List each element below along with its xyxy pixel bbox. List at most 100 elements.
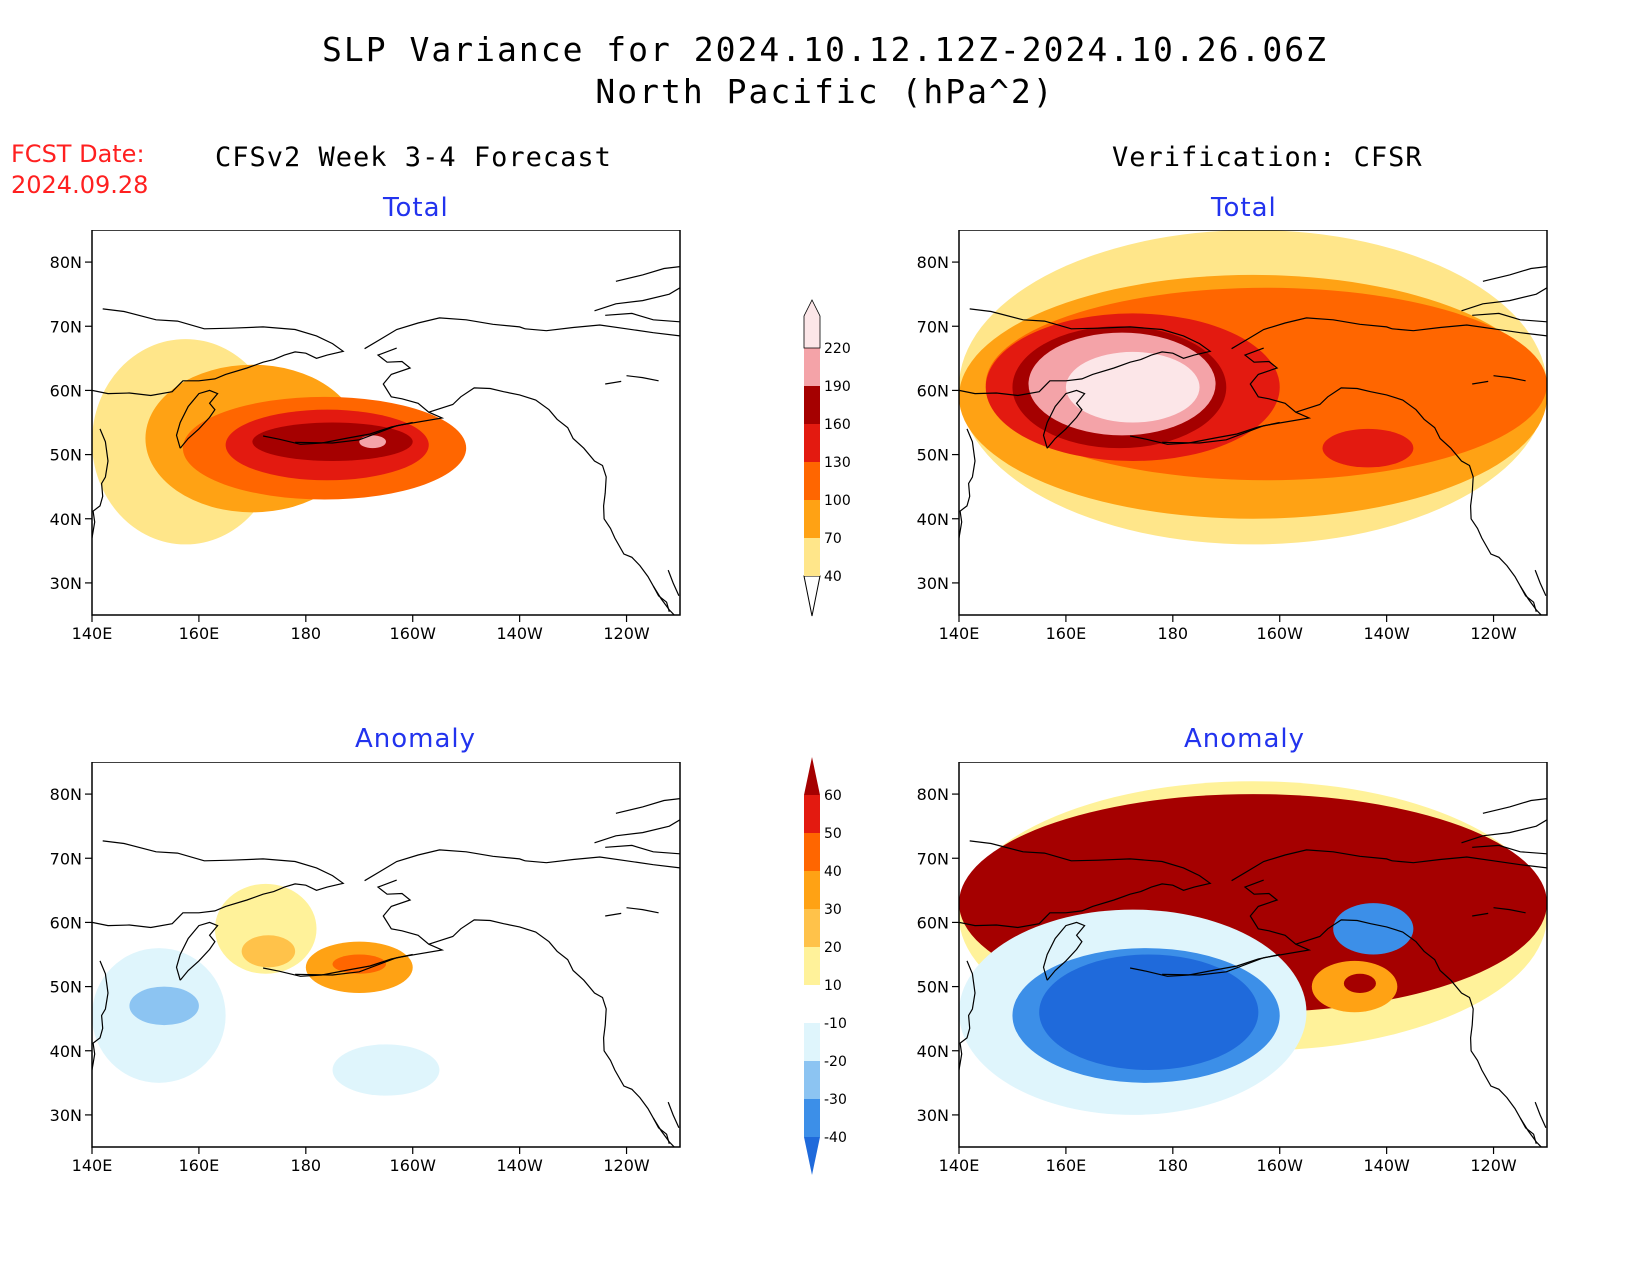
lat-label: 40N xyxy=(917,1042,949,1061)
coastline-8 xyxy=(605,844,680,855)
coastline-12 xyxy=(1472,912,1489,917)
colorbar-total-label: 70 xyxy=(824,531,842,547)
left-column-title: CFSv2 Week 3-4 Forecast xyxy=(215,142,612,173)
coastline-0 xyxy=(92,308,345,397)
colorbar-total-segment xyxy=(804,538,820,576)
map-panel-forecast-total: 80N 70N 60N 50N 40N 30N 140E 160E 180 160W 140W 120… xyxy=(50,230,681,643)
coastline-4 xyxy=(1162,347,1312,444)
lon-label: 140W xyxy=(1363,624,1410,643)
lon-label: 120W xyxy=(1470,624,1517,643)
lon-label: 160E xyxy=(179,1156,220,1175)
fcst-date-value: 2024.09.28 xyxy=(11,171,149,199)
lon-label: 140W xyxy=(1363,1156,1410,1175)
lat-label: 70N xyxy=(50,317,82,336)
lon-label: 140E xyxy=(72,1156,113,1175)
lat-label: 40N xyxy=(50,1042,82,1061)
colorbar-total-segment xyxy=(804,424,820,462)
coastline-13 xyxy=(1519,1117,1543,1147)
coastline-3 xyxy=(1231,317,1393,350)
lat-label: 60N xyxy=(917,913,949,932)
lat-label: 40N xyxy=(50,510,82,529)
coastline-5 xyxy=(1295,387,1537,612)
coastline-1 xyxy=(1042,389,1086,449)
colorbar-total-segment xyxy=(803,299,821,349)
colorbar-anomaly-label: 50 xyxy=(824,826,842,842)
colorbar-anomaly-segment xyxy=(804,871,820,909)
colorbar-total-label: 100 xyxy=(824,493,851,509)
colorbar-total-segment xyxy=(804,500,820,538)
contour-region-1 xyxy=(241,935,296,968)
colorbar-anomaly-label: -10 xyxy=(824,1016,847,1032)
colorbar-total-segment xyxy=(804,462,820,500)
lat-label: 60N xyxy=(917,381,949,400)
coastline-9 xyxy=(1482,266,1547,282)
coastline-8 xyxy=(1472,844,1547,855)
coastline-3 xyxy=(364,849,526,882)
colorbar-anomaly-segment xyxy=(804,1061,820,1099)
coastline-7 xyxy=(594,287,680,312)
coastline-12 xyxy=(1472,380,1489,385)
lat-label: 80N xyxy=(50,253,82,272)
contour-region-7 xyxy=(1343,973,1376,993)
map-frame xyxy=(91,762,681,1148)
lon-label: 140E xyxy=(939,1156,980,1175)
coastline-10 xyxy=(1129,953,1280,977)
panel-title-bottom-left: Anomaly xyxy=(355,724,477,754)
contour-region-3 xyxy=(332,954,386,974)
colorbar-anomaly-label: -40 xyxy=(824,1130,847,1146)
coastline-9 xyxy=(615,266,680,282)
coastline-4 xyxy=(1162,879,1312,976)
coastline-6 xyxy=(524,856,680,869)
colorbar-anomaly-segment xyxy=(804,757,820,795)
colorbar-anomaly-label: 30 xyxy=(824,902,842,918)
map-panel-verification-anomaly: 80N 70N 60N 50N 40N 30N 140E 160E 180 160W 140W 120… xyxy=(917,762,1548,1175)
colorbar-anomaly-segment xyxy=(804,1137,820,1175)
lat-label: 70N xyxy=(50,849,82,868)
colorbar-anomaly-label: 40 xyxy=(824,864,842,880)
coastline-7 xyxy=(1461,287,1547,312)
coastline-3 xyxy=(364,317,526,350)
coastline-8 xyxy=(1472,312,1547,323)
coastline-12 xyxy=(605,380,622,385)
coastline-5 xyxy=(428,919,670,1144)
map-panel-forecast-anomaly: 80N 70N 60N 50N 40N 30N 140E 160E 180 160W 140W 120… xyxy=(50,762,681,1175)
coastline-6 xyxy=(1391,324,1547,337)
panel-title-top-right: Total xyxy=(1211,193,1277,223)
colorbar-total-label: 190 xyxy=(824,379,851,395)
lon-label: 140E xyxy=(72,624,113,643)
lat-label: 50N xyxy=(50,978,82,997)
lat-label: 50N xyxy=(917,446,949,465)
lat-label: 40N xyxy=(917,510,949,529)
colorbar-total-label: 40 xyxy=(824,569,842,585)
coastline-3 xyxy=(1231,849,1393,882)
lat-label: 80N xyxy=(917,253,949,272)
lon-label: 160W xyxy=(1257,624,1304,643)
lon-label: 160W xyxy=(390,1156,437,1175)
map-frame xyxy=(91,230,681,616)
lon-label: 160W xyxy=(390,624,437,643)
lat-label: 80N xyxy=(50,785,82,804)
coastline-2 xyxy=(959,428,976,539)
coastline-1 xyxy=(175,389,219,449)
lat-label: 50N xyxy=(917,978,949,997)
lat-label: 30N xyxy=(50,574,82,593)
lon-label: 120W xyxy=(603,624,650,643)
lat-label: 80N xyxy=(917,785,949,804)
lon-label: 140W xyxy=(496,624,543,643)
coastline-11 xyxy=(1493,375,1526,382)
coastline-2 xyxy=(92,960,109,1071)
lon-label: 180 xyxy=(291,1156,322,1175)
lon-label: 180 xyxy=(1158,1156,1189,1175)
coastline-14 xyxy=(1534,569,1547,597)
colorbar-anomaly-segment xyxy=(804,985,820,1023)
colorbar-total-under xyxy=(803,575,821,617)
lon-label: 140E xyxy=(939,624,980,643)
panel-title-top-left: Total xyxy=(383,193,449,223)
contour-region-5 xyxy=(129,986,199,1026)
coastline-14 xyxy=(667,1101,680,1129)
coastline-5 xyxy=(1295,919,1537,1144)
coastline-6 xyxy=(1391,856,1547,869)
title-line-2: North Pacific (hPa^2) xyxy=(595,72,1055,111)
colorbar-anomaly-segment xyxy=(804,909,820,947)
colorbar-anomaly-segment xyxy=(804,795,820,833)
